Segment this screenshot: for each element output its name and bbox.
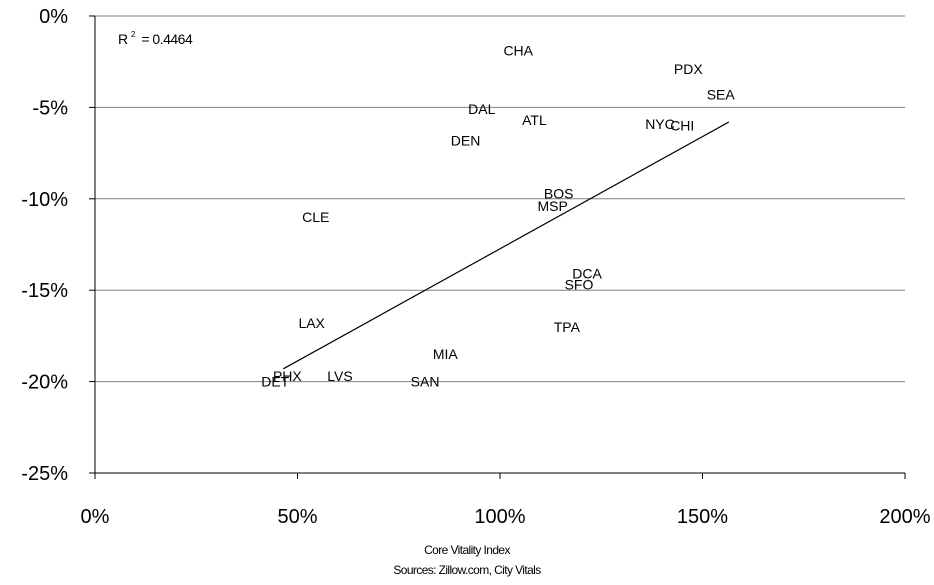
x-tick-label: 100% — [474, 506, 525, 528]
point-label-atl: ATL — [522, 112, 547, 128]
r-squared-symbol: R — [118, 31, 128, 47]
source-note: Sources: Zillow.com, City Vitals — [393, 563, 541, 577]
r-squared-superscript: 2 — [131, 30, 136, 39]
y-tick-label: -10% — [21, 189, 68, 211]
point-label-det: DET — [261, 374, 289, 390]
x-tick-label: 0% — [81, 506, 110, 528]
r-squared-value: = 0.4464 — [141, 31, 193, 47]
r-squared-annotation: R 2 = 0.4464 — [118, 24, 193, 47]
point-label-cha: CHA — [503, 43, 533, 59]
y-tick-label: -5% — [32, 97, 68, 119]
point-label-sea: SEA — [707, 87, 736, 103]
y-tick-label: -20% — [21, 372, 68, 394]
point-label-nyc: NYC — [645, 116, 675, 132]
x-axis-label: Core Vitality Index — [424, 543, 510, 557]
point-label-cle: CLE — [302, 209, 329, 225]
y-tick-label: -25% — [21, 463, 68, 485]
gridlines — [95, 15, 905, 383]
point-label-sfo: SFO — [565, 277, 594, 293]
x-tick-label: 150% — [677, 506, 728, 528]
point-label-chi: CHI — [670, 118, 694, 134]
point-label-phx: PHX — [273, 368, 302, 384]
trendline — [283, 121, 730, 370]
y-tick-label: 0% — [39, 6, 68, 28]
point-label-tpa: TPA — [554, 319, 581, 335]
point-label-msp: MSP — [537, 198, 567, 214]
point-label-den: DEN — [451, 132, 481, 148]
x-tick-label: 50% — [277, 506, 317, 528]
x-tick-label: 200% — [879, 506, 930, 528]
point-label-lvs: LVS — [327, 368, 352, 384]
point-label-mia: MIA — [433, 346, 459, 362]
point-label-lax: LAX — [298, 315, 325, 331]
tick-labels: 0% -5% -10% -15% -20% -25% 0% 50% 100% 150% 200% — [21, 6, 930, 528]
trendline-group — [283, 121, 730, 370]
point-label-dca: DCA — [572, 266, 602, 282]
y-tick-label: -15% — [21, 280, 68, 302]
axes — [89, 15, 906, 479]
point-label-bos: BOS — [544, 185, 574, 201]
point-label-pdx: PDX — [674, 61, 703, 77]
point-label-dal: DAL — [468, 101, 495, 117]
point-label-san: SAN — [411, 374, 440, 390]
